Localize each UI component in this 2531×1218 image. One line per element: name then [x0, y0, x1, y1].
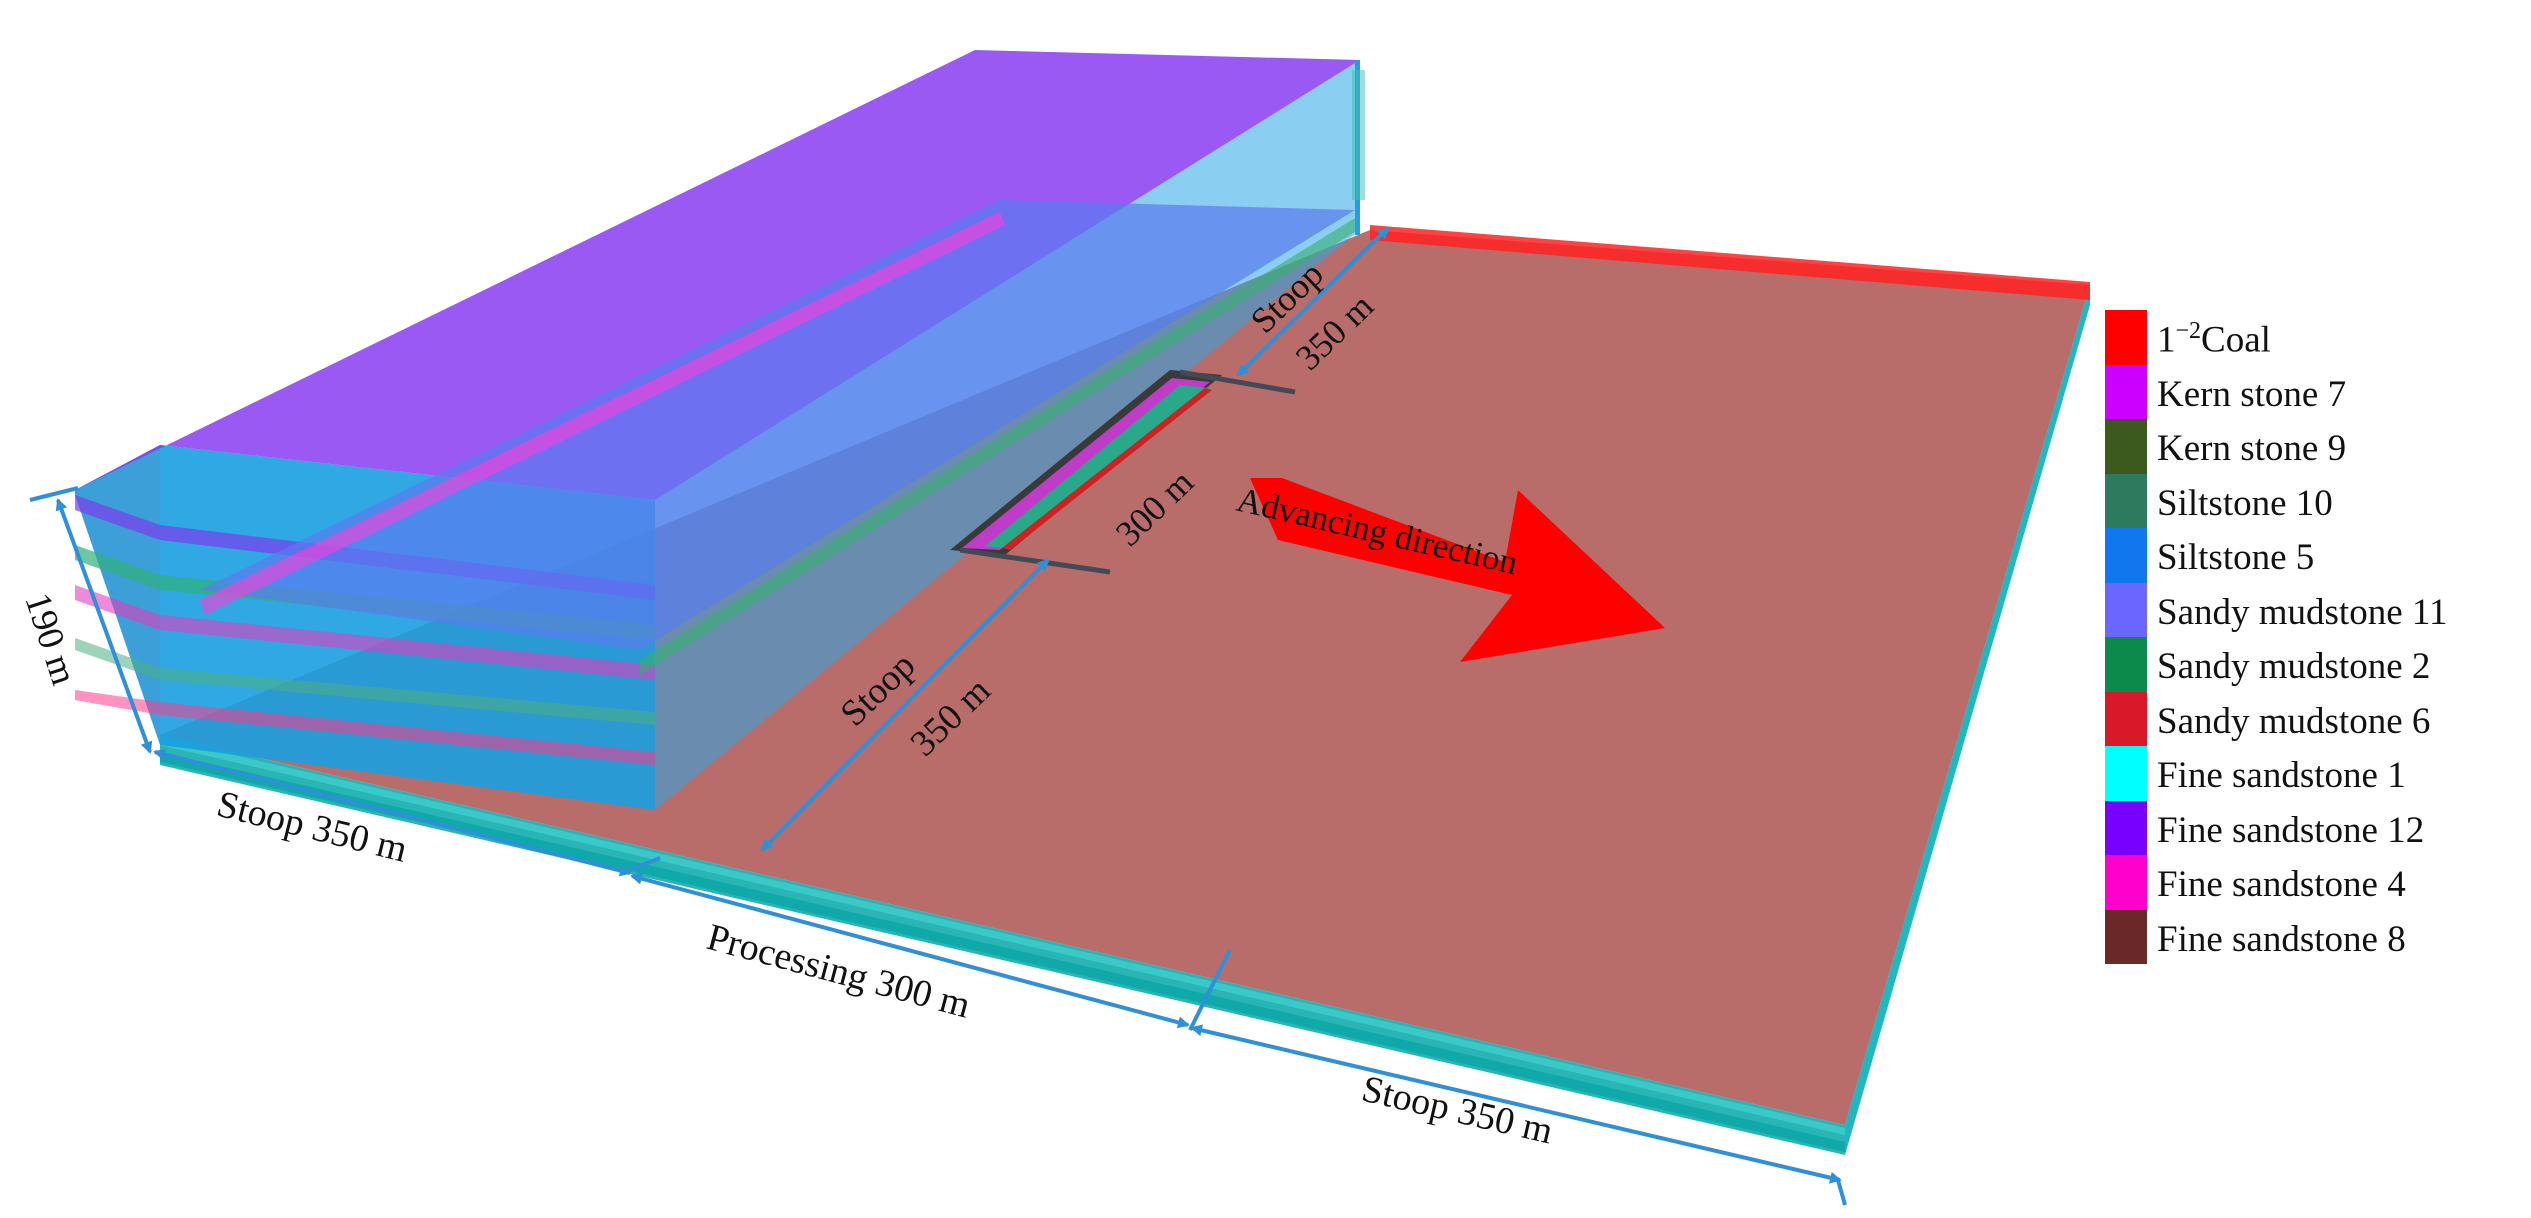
advancing-direction-arrow — [1250, 478, 1665, 662]
stoop-upper-dimension-line — [1236, 226, 1390, 377]
stoop-block-inset — [200, 200, 1355, 650]
height-label: 190 m — [16, 588, 84, 690]
legend-label: Sandy mudstone 6 — [2157, 700, 2431, 742]
legend-swatch — [2105, 691, 2147, 746]
legend-swatch — [2105, 582, 2147, 637]
coal-strip — [1370, 225, 2090, 300]
legend-label: Kern stone 7 — [2157, 373, 2347, 415]
legend-swatch — [2105, 528, 2147, 583]
legend-label: Fine sandstone 1 — [2157, 755, 2406, 796]
legend-swatch — [2105, 637, 2147, 692]
legend-label: Siltstone 10 — [2157, 482, 2333, 524]
legend-item: Siltstone 10 — [2105, 473, 2525, 528]
legend-label: Fine sandstone 4 — [2157, 864, 2406, 905]
legend-label: Kern stone 9 — [2157, 428, 2347, 469]
legend: 1−2Coal Kern stone 7 Kern stone 9 Siltstone… — [2105, 310, 2525, 964]
height-dimension-line — [55, 498, 153, 754]
legend-swatch — [2105, 419, 2147, 474]
legend-label: Sandy mudstone 11 — [2157, 591, 2448, 633]
legend-swatch — [2105, 855, 2147, 910]
working-panel — [950, 369, 1296, 575]
legend-item: Kern stone 7 — [2105, 364, 2525, 419]
legend-item: Sandy mudstone 2 — [2105, 637, 2525, 692]
legend-item: Fine sandstone 1 — [2105, 746, 2525, 801]
legend-item: Fine sandstone 8 — [2105, 909, 2525, 964]
processing-dimension-line — [630, 872, 1190, 1029]
legend-swatch — [2105, 310, 2147, 365]
base-right-face — [1845, 285, 2090, 1155]
legend-swatch — [2105, 364, 2147, 419]
dimension-lines — [29, 226, 1847, 1206]
legend-item: Siltstone 5 — [2105, 528, 2525, 583]
legend-swatch — [2105, 473, 2147, 528]
legend-label: Siltstone 5 — [2157, 537, 2315, 578]
legend-item: 1−2Coal — [2105, 310, 2525, 365]
legend-swatch — [2105, 909, 2147, 964]
legend-item: Sandy mudstone 11 — [2105, 582, 2525, 637]
legend-item: Kern stone 9 — [2105, 419, 2525, 474]
legend-item: Fine sandstone 12 — [2105, 800, 2525, 855]
stoop-lower-dimension-line — [760, 558, 1050, 852]
legend-label: Fine sandstone 12 — [2157, 809, 2425, 851]
legend-label: 1−2Coal — [2157, 318, 2271, 361]
legend-swatch — [2105, 800, 2147, 855]
legend-label: Fine sandstone 8 — [2157, 918, 2406, 960]
legend-label: Sandy mudstone 2 — [2157, 646, 2431, 687]
stoop-right-dimension-line — [1190, 1024, 1842, 1184]
legend-item: Sandy mudstone 6 — [2105, 691, 2525, 746]
legend-item: Fine sandstone 4 — [2105, 855, 2525, 910]
stoop-left-dimension-line — [153, 748, 632, 877]
stoop-block-top — [75, 50, 1360, 500]
base-top-surface — [160, 230, 2090, 1125]
legend-swatch — [2105, 746, 2147, 801]
